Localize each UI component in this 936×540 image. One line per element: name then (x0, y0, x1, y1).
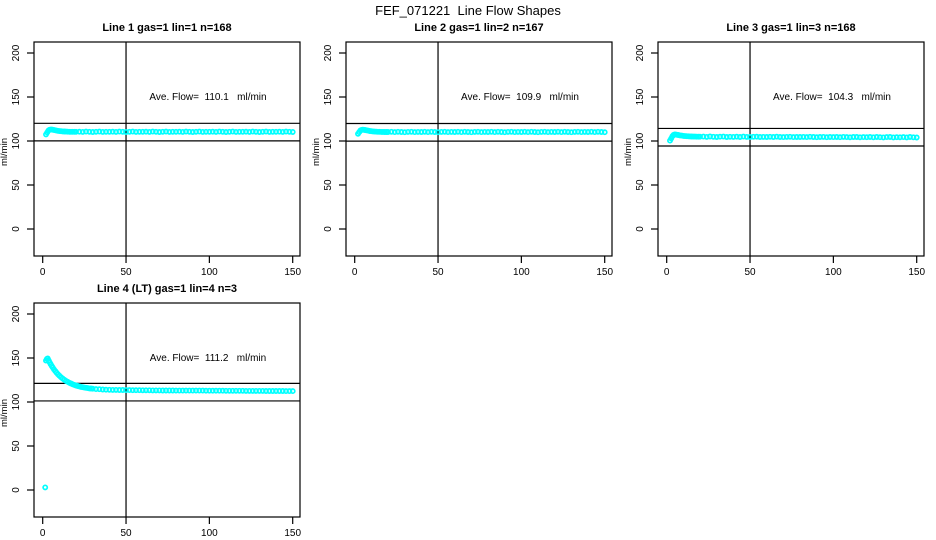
x-tick-label: 100 (201, 267, 218, 278)
y-axis: 0 50 100 150 200 (323, 44, 346, 232)
y-tick-label: 100 (11, 393, 22, 410)
data-points (42, 355, 296, 491)
y-axis-label: ml/min (623, 138, 634, 166)
y-tick-label: 0 (635, 226, 646, 232)
y-tick-label: 100 (323, 132, 334, 149)
figure-title: FEF_071221 Line Flow Shapes (375, 3, 561, 18)
panel-line-1: Line 1 gas=1 lin=1 n=168 0 50 100 150 200 ml/m… (0, 22, 301, 278)
panel-line-2: Line 2 gas=1 lin=2 n=167 0 50 100 150 200 ml/m… (311, 22, 613, 278)
y-tick-label: 200 (11, 44, 22, 61)
plot-box (33, 302, 301, 518)
x-tick-label: 0 (40, 267, 46, 278)
y-tick-label: 0 (323, 226, 334, 232)
y-axis: 0 50 100 150 200 (11, 44, 34, 232)
plot-box (657, 41, 925, 257)
x-tick-label: 50 (120, 528, 132, 539)
y-tick-label: 50 (11, 179, 22, 191)
y-axis-label: ml/min (311, 138, 322, 166)
panel-line-3: Line 3 gas=1 lin=3 n=168 0 50 100 150 200 ml/m… (623, 22, 925, 278)
y-tick-label: 200 (635, 44, 646, 61)
x-tick-label: 150 (908, 267, 925, 278)
data-points (355, 126, 608, 137)
x-axis: 0 50 100 150 (664, 256, 925, 278)
ave-flow-annotation: Ave. Flow= 111.2 ml/min (150, 353, 266, 364)
plot-box (33, 41, 301, 257)
y-axis-label: ml/min (0, 399, 10, 427)
x-tick-label: 100 (513, 267, 530, 278)
panel-line-4: Line 4 (LT) gas=1 lin=4 n=3 0 50 100 150 200 m… (0, 283, 301, 539)
ave-flow-annotation: Ave. Flow= 109.9 ml/min (461, 92, 579, 103)
y-tick-label: 150 (323, 88, 334, 105)
panel-title: Line 1 gas=1 lin=1 n=168 (102, 22, 231, 34)
y-tick-label: 50 (635, 179, 646, 191)
y-axis-label: ml/min (0, 138, 10, 166)
x-tick-label: 50 (432, 267, 444, 278)
y-tick-label: 200 (323, 44, 334, 61)
x-tick-label: 50 (120, 267, 132, 278)
data-points (667, 131, 920, 144)
x-tick-label: 150 (284, 528, 301, 539)
x-axis: 0 50 100 150 (40, 256, 301, 278)
x-tick-label: 0 (664, 267, 670, 278)
x-tick-label: 50 (744, 267, 756, 278)
y-axis: 0 50 100 150 200 (635, 44, 658, 232)
x-axis: 0 50 100 150 (40, 517, 301, 539)
panel-title: Line 4 (LT) gas=1 lin=4 n=3 (97, 283, 237, 295)
y-tick-label: 0 (11, 487, 22, 493)
y-tick-label: 50 (11, 440, 22, 452)
x-tick-label: 150 (284, 267, 301, 278)
y-axis: 0 50 100 150 200 (11, 305, 34, 493)
x-tick-label: 0 (352, 267, 358, 278)
ave-flow-annotation: Ave. Flow= 110.1 ml/min (149, 92, 266, 103)
x-tick-label: 150 (596, 267, 613, 278)
ave-flow-annotation: Ave. Flow= 104.3 ml/min (773, 92, 891, 103)
y-tick-label: 150 (11, 88, 22, 105)
y-tick-label: 150 (635, 88, 646, 105)
x-tick-label: 100 (201, 528, 218, 539)
y-tick-label: 100 (635, 132, 646, 149)
x-tick-label: 0 (40, 528, 46, 539)
y-tick-label: 150 (11, 349, 22, 366)
data-points (43, 126, 296, 138)
x-axis: 0 50 100 150 (352, 256, 613, 278)
y-tick-label: 0 (11, 226, 22, 232)
y-tick-label: 50 (323, 179, 334, 191)
panel-title: Line 2 gas=1 lin=2 n=167 (414, 22, 543, 34)
x-tick-label: 100 (825, 267, 842, 278)
plot-box (345, 41, 613, 257)
panel-title: Line 3 gas=1 lin=3 n=168 (726, 22, 855, 34)
y-tick-label: 200 (11, 305, 22, 322)
y-tick-label: 100 (11, 132, 22, 149)
